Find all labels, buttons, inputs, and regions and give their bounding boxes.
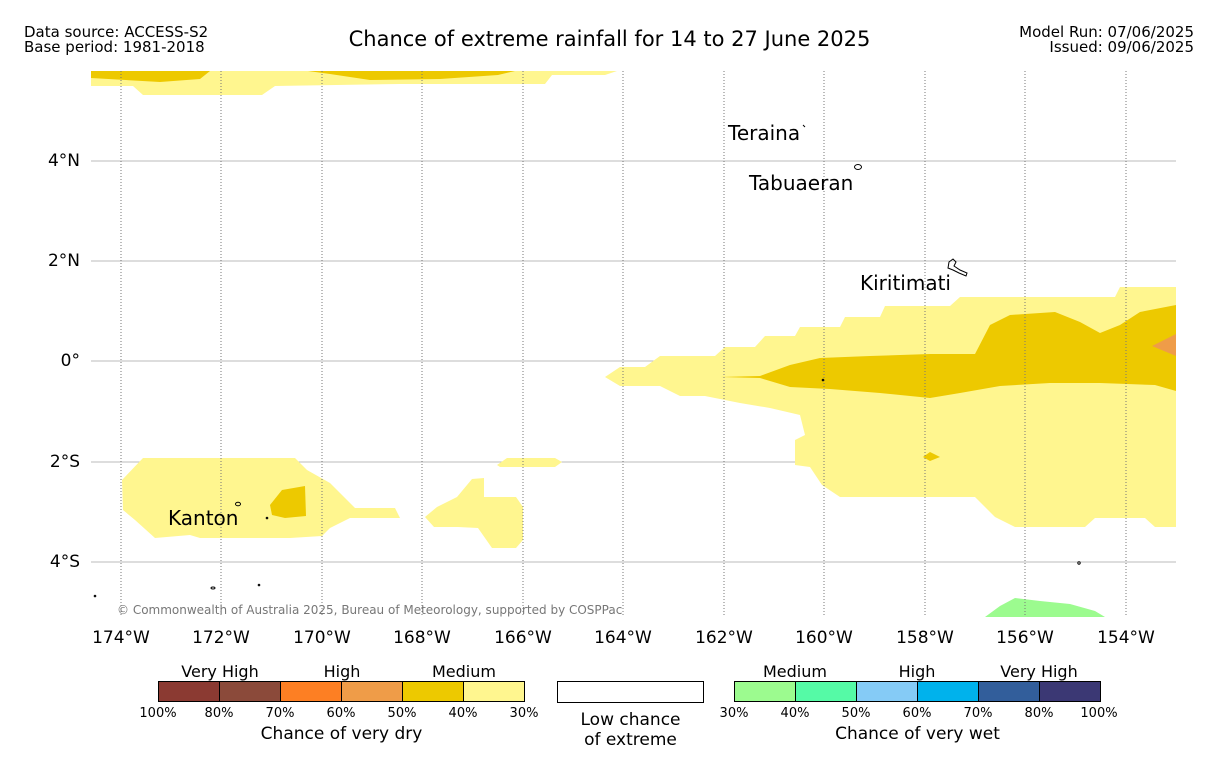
dry-tick-2: 70% [265,706,295,721]
wet-cat-very-high: Very High [1000,662,1078,681]
dry-tick-5: 40% [448,706,478,721]
wet-tick-6: 100% [1080,706,1118,721]
place-label-kanton: Kanton [168,506,239,530]
small-island-5 [1077,561,1081,565]
central-south-region [425,478,523,548]
lat-label-2s: 2°S [49,452,80,472]
issued-text: Issued: 09/06/2025 [1049,38,1194,56]
equatorial-dark-region [720,305,1176,398]
wet-cat-medium: Medium [763,662,827,681]
wet-color-cell-0 [735,682,796,701]
wet-colorbar [734,681,1101,702]
dry-color-cell-0 [159,682,220,701]
lon-label-172w: 172°W [192,628,250,648]
lon-label-156w: 156°W [996,628,1054,648]
wet-color-cell-3 [918,682,979,701]
lat-label-2n: 2°N [47,251,80,271]
wet-legend-title: Chance of very wet [835,724,1000,744]
wet-color-cell-2 [857,682,918,701]
north-dark-region [308,71,515,80]
north-band-region [91,71,617,95]
base-period-text: Base period: 1981-2018 [24,38,205,56]
kanton-region [122,458,400,538]
wet-tick-4: 70% [963,706,993,721]
dry-color-cell-5 [464,682,524,701]
copyright-text: © Commonwealth of Australia 2025, Bureau… [117,603,623,617]
lon-label-168w: 168°W [393,628,451,648]
small-island-1 [265,516,269,520]
wet-tick-3: 60% [902,706,932,721]
teraina-island [802,124,806,128]
lon-label-162w: 162°W [695,628,753,648]
low-chance-line2: of extreme [584,730,677,750]
data-source-text: Data source: ACCESS-S2 [24,23,209,41]
dry-cat-high: High [323,662,361,681]
dry-tick-0: 100% [139,706,177,721]
lon-label-160w: 160°W [795,628,853,648]
small-island-3 [257,583,261,587]
tabuaeran-island [854,164,862,170]
lon-label-166w: 166°W [494,628,552,648]
lon-label-154w: 154°W [1097,628,1155,648]
equatorial-region [605,287,1176,527]
wet-color-cell-5 [1040,682,1100,701]
dry-tick-4: 50% [387,706,417,721]
lat-label-0: 0° [60,351,80,371]
dry-medium-light-regions [91,71,1176,548]
lon-label-170w: 170°W [293,628,351,648]
lon-label-158w: 158°W [896,628,954,648]
dry-medium-dark-regions [91,71,1176,518]
dry-legend-title: Chance of very dry [260,724,423,744]
small-dark-spot [923,452,940,461]
kanton-dark-region [270,486,306,518]
dry-cat-very-high: Very High [181,662,259,681]
low-chance-box [557,681,704,703]
place-label-tabuaeran: Tabuaeran [749,171,854,195]
wet-tick-5: 80% [1024,706,1054,721]
dry-tick-3: 60% [326,706,356,721]
place-label-teraina: Teraina [728,121,801,145]
header-right: Model Run: 07/06/2025 Issued: 09/06/2025 [1019,25,1194,55]
wet-tick-2: 50% [841,706,871,721]
small-island-6 [821,378,825,382]
lat-label-4n: 4°N [47,151,80,171]
small-island-4 [93,594,97,598]
wet-cat-high: High [898,662,936,681]
dry-color-cell-4 [403,682,464,701]
wet-medium-region [985,598,1105,617]
wet-color-cell-1 [796,682,857,701]
wet-tick-0: 30% [719,706,749,721]
low-chance-line1: Low chance [580,710,681,730]
place-label-kiritimati: Kiritimati [860,271,951,295]
small-strip-region [497,458,562,467]
map-title: Chance of extreme rainfall for 14 to 27 … [348,27,871,51]
model-run-text: Model Run: 07/06/2025 [1019,23,1194,41]
dry-cat-medium: Medium [432,662,496,681]
dry-color-cell-1 [220,682,281,701]
northwest-dark-region [91,71,210,82]
dry-tick-6: 30% [509,706,539,721]
rainfall-map [91,71,1176,617]
lat-label-4s: 4°S [49,552,80,572]
lon-label-164w: 164°W [594,628,652,648]
kanton-island [235,501,241,507]
lon-label-174w: 174°W [92,628,150,648]
longitude-gridlines [120,71,1127,617]
header-left: Data source: ACCESS-S2 Base period: 1981… [24,25,208,55]
dry-color-cell-2 [281,682,342,701]
wet-color-cell-4 [979,682,1040,701]
island-outlines [93,124,1081,598]
wet-tick-1: 40% [780,706,810,721]
dry-tick-1: 80% [204,706,234,721]
small-island-2 [210,586,216,590]
dry-color-cell-3 [342,682,403,701]
low-chance-text: Low chance of extreme [557,710,704,750]
kiritimati-island [947,258,968,277]
dry-colorbar [158,681,525,702]
dry-high-region [1152,334,1176,356]
